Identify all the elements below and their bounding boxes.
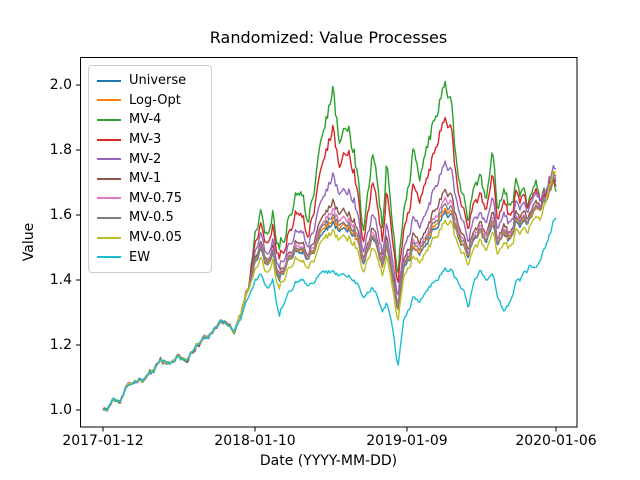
- legend-line-sample: [97, 236, 121, 239]
- legend-item-MV-0.75: MV-0.75: [89, 189, 211, 209]
- legend-line-sample: [97, 158, 121, 161]
- y-tick-label: 1.6: [49, 207, 72, 223]
- legend-item-MV-2: MV-2: [89, 149, 211, 169]
- legend-item-Universe: Universe: [89, 71, 211, 91]
- legend-item-MV-1: MV-1: [89, 169, 211, 189]
- legend-item-label: EW: [129, 249, 151, 265]
- legend-item-Log-Opt: Log-Opt: [89, 91, 211, 111]
- legend-line-sample: [97, 138, 121, 141]
- y-tick-label: 1.4: [49, 272, 72, 288]
- y-tick-label: 1.0: [49, 402, 72, 418]
- legend-line-sample: [97, 197, 121, 200]
- y-tick-label: 2.0: [49, 77, 72, 93]
- legend-line-sample: [97, 216, 121, 219]
- x-tick-label: 2017-01-12: [62, 433, 144, 449]
- legend-line-sample: [97, 256, 121, 259]
- legend-item-label: MV-2: [129, 151, 162, 167]
- legend-line-sample: [97, 99, 121, 102]
- legend-item-MV-0.05: MV-0.05: [89, 228, 211, 248]
- chart-title: Randomized: Value Processes: [209, 28, 448, 47]
- x-tick-label: 2020-01-06: [515, 433, 597, 449]
- legend-line-sample: [97, 177, 121, 180]
- legend-item-MV-0.5: MV-0.5: [89, 208, 211, 228]
- y-tick-label: 1.2: [49, 337, 72, 353]
- legend-item-label: MV-0.05: [129, 230, 182, 246]
- series-line-EW: [102, 217, 557, 411]
- x-tick-label: 2019-01-09: [366, 433, 448, 449]
- legend-line-sample: [97, 79, 121, 82]
- legend-item-MV-3: MV-3: [89, 130, 211, 150]
- legend-item-EW: EW: [89, 247, 211, 267]
- legend-item-label: MV-0.75: [129, 190, 182, 206]
- legend-item-label: Universe: [129, 73, 187, 89]
- x-tick-label: 2018-01-10: [214, 433, 296, 449]
- legend-item-label: Log-Opt: [129, 92, 181, 108]
- x-axis-label: Date (YYYY-MM-DD): [259, 453, 398, 469]
- legend-item-label: MV-1: [129, 171, 162, 187]
- legend: Universe Log-Opt MV-4 MV-3 MV-2 MV-1 MV-0.75 MV…: [88, 65, 212, 273]
- y-tick-label: 1.8: [49, 142, 72, 158]
- legend-item-label: MV-4: [129, 112, 162, 128]
- legend-item-MV-4: MV-4: [89, 110, 211, 130]
- legend-line-sample: [97, 118, 121, 121]
- legend-item-label: MV-0.5: [129, 210, 174, 226]
- legend-item-label: MV-3: [129, 132, 162, 148]
- plot-border: [80, 57, 578, 428]
- series-line-MV-0.75: [102, 174, 557, 411]
- series-line-MV-0.5: [102, 176, 557, 411]
